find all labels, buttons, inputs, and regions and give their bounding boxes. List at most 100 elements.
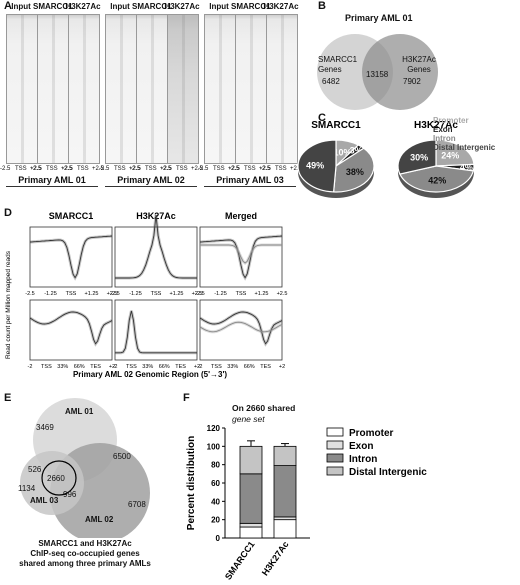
caption-line-2: ChIP-seq co-occupied genes	[30, 549, 140, 558]
profile-tick: TES	[175, 364, 186, 370]
heatmap-header: Input	[209, 2, 229, 11]
heatmap-header: SMARCC1	[231, 2, 271, 11]
heatmap-group-label: Primary AML 03	[216, 175, 284, 185]
legend-swatch	[326, 466, 344, 476]
profile-line	[115, 310, 197, 354]
heatmap-axis-tick: -2.5	[260, 166, 271, 172]
pie-title: SMARCC1	[311, 120, 361, 131]
venn-b-left-name: SMARCC1 Genes	[318, 55, 358, 74]
heatmap-axis-tick: +2.5	[61, 166, 73, 172]
profile-tick: -2	[198, 364, 203, 370]
heatmap-axis-tick: -2.5	[0, 166, 11, 172]
venn-b-left-count: 6482	[322, 77, 340, 86]
heatmap-header: H3K27Ac	[164, 2, 200, 11]
profile-tick: TSS	[151, 291, 162, 297]
panel-e-venn	[20, 398, 150, 538]
heatmap-axis-tick: TSS	[176, 166, 188, 172]
bar-segment-promoter	[273, 519, 297, 539]
profile-line	[199, 321, 283, 333]
venn-b-overlap-count: 13158	[366, 70, 389, 79]
panel-f-title-line-1: On 2660 shared	[232, 403, 296, 413]
pie-slice-distal-intergenic	[397, 139, 437, 175]
heatmap-header: Input	[110, 2, 130, 11]
y-tick-label: 0	[216, 534, 221, 543]
legend-label: Distal Intergenic	[349, 467, 427, 478]
panel-e-caption: SMARCC1 and H3K27Ac ChIP-seq co-occupied…	[0, 539, 170, 569]
bar-segment-exon	[239, 522, 263, 528]
caption-line-3: shared among three primary AMLs	[19, 559, 151, 568]
heatmap-axis-tick: -2.5	[62, 166, 73, 172]
group-underline	[6, 186, 98, 187]
heatmap-axis-tick: -2.5	[198, 166, 209, 172]
y-tick-label: 20	[211, 516, 220, 525]
venn-e-count-1: 3469	[36, 423, 54, 432]
y-tick-label: 80	[211, 461, 220, 470]
heatmap-axis-tick: +2.5	[259, 166, 271, 172]
profile-tick: TSS	[41, 364, 52, 370]
heatmap-group-label: Primary AML 02	[117, 175, 185, 185]
pie-value-label: 24%	[441, 151, 459, 161]
pie-value-label: 10%	[333, 147, 351, 157]
profile-title: Merged	[225, 211, 257, 221]
heatmap-axis-tick: +2.5	[160, 166, 172, 172]
heatmap-axis-tick: TSS	[46, 166, 58, 172]
legend-label: Intron	[349, 454, 377, 465]
pie-legend-item: Intron	[433, 134, 456, 143]
heatmap-axis-tick: -2.5	[229, 166, 240, 172]
profile-line	[115, 214, 197, 279]
pie-value-label: 4%	[460, 162, 473, 172]
venn-e-count-7: 6708	[128, 500, 146, 509]
profile-tick: TES	[90, 364, 101, 370]
profile-tick: 66%	[244, 364, 255, 370]
profile-tick: 66%	[74, 364, 85, 370]
profile-tick: -1.25	[214, 291, 227, 297]
profile-tick: -1.25	[129, 291, 142, 297]
profile-tick: -1.25	[44, 291, 57, 297]
profile-tick: +2	[194, 364, 200, 370]
venn-e-center	[41, 460, 77, 496]
pie-slice-distal-intergenic	[297, 139, 337, 193]
heatmap-axis-tick: TSS	[114, 166, 126, 172]
y-axis-label: Percent distribution	[186, 436, 197, 530]
profile-tick: TSS	[66, 291, 77, 297]
profile-tick: 33%	[227, 364, 238, 370]
heatmap-axis-tick: -2.5	[161, 166, 172, 172]
pie-value-label: 3%	[350, 145, 363, 155]
profile-frame	[114, 226, 198, 288]
profile-tick: +1.25	[85, 291, 99, 297]
panel-f-title: On 2660 shared gene set	[232, 403, 295, 425]
pie-value-label: 38%	[346, 167, 364, 177]
profile-tick: -2	[113, 364, 118, 370]
heatmap-axis-tick: -2.5	[31, 166, 42, 172]
venn-b-right	[362, 34, 438, 110]
venn-e-count-3: 526	[28, 465, 42, 474]
profile-tick: 33%	[142, 364, 153, 370]
profile-frame	[114, 299, 198, 361]
bar-segment-exon	[273, 516, 297, 521]
heatmap-axis-tick: +2.5	[228, 166, 240, 172]
profile-xlabel: Primary AML 02 Genomic Region (5'→3')	[73, 370, 227, 379]
profile-tick: -2.5	[195, 291, 204, 297]
panel-d-label: D	[4, 207, 12, 219]
profile-tick: +2.5	[277, 291, 288, 297]
heatmap-header: H3K27Ac	[263, 2, 299, 11]
pie-value-label: 49%	[306, 161, 324, 171]
pie-slice-intron	[332, 147, 375, 193]
profile-tick: TSS	[211, 364, 222, 370]
profile-tick: +2	[109, 364, 115, 370]
venn-e-set-1: AML 01	[65, 407, 94, 416]
pie-legend-item: Promoter	[433, 116, 469, 125]
panel-c-pies: 10%3% 38% 49% SMARCC1 24%4% 42% 30% H3K27Ac	[297, 120, 475, 198]
profile-tick: TSS	[126, 364, 137, 370]
profile-tick: -2.5	[25, 291, 34, 297]
profile-tick: TSS	[236, 291, 247, 297]
profile-tick: +1.25	[170, 291, 184, 297]
pie-legend-item: Distal Intergenic	[433, 143, 496, 152]
heatmap-column	[37, 14, 69, 164]
y-tick-label: 100	[207, 442, 221, 451]
profile-line	[199, 235, 283, 279]
profile-frame	[199, 299, 283, 361]
panel-b-venn	[317, 34, 438, 110]
legend-swatch	[326, 427, 344, 437]
